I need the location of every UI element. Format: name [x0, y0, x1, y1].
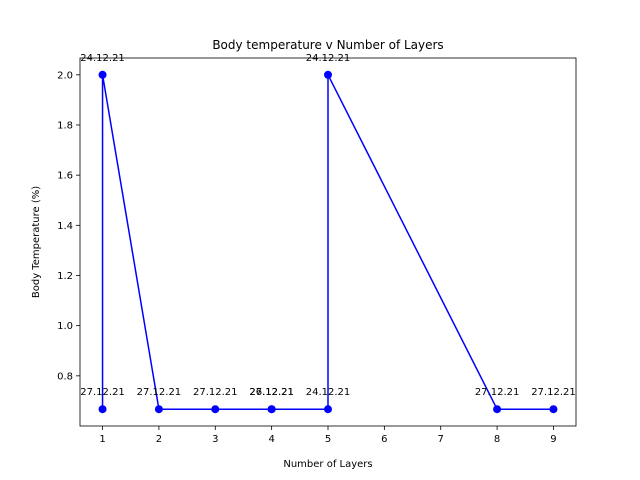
y-tick-label: 2.0 — [57, 70, 73, 81]
data-point — [549, 405, 558, 414]
data-point — [267, 405, 276, 414]
plot-frame — [79, 57, 577, 427]
data-point — [211, 405, 220, 414]
data-label: 27.12.21 — [80, 387, 125, 398]
data-label: 26.12.21 — [249, 387, 294, 398]
data-point — [154, 405, 163, 414]
data-label: 27.12.21 — [531, 387, 576, 398]
x-tick-label: 2 — [156, 434, 162, 445]
data-label: 27.12.21 — [475, 387, 520, 398]
x-tick-label: 1 — [99, 434, 105, 445]
x-axis-label: Number of Layers — [283, 459, 372, 470]
y-tick-label: 1.8 — [57, 120, 73, 131]
data-point — [324, 70, 332, 79]
chart-title: Body temperature v Number of Layers — [212, 38, 443, 52]
data-label: 27.12.21 — [137, 387, 182, 398]
x-tick-label: 4 — [268, 434, 274, 445]
data-point — [324, 405, 332, 414]
x-tick-label: 5 — [325, 434, 331, 445]
y-axis-label: Body Temperature (%) — [31, 186, 42, 298]
y-tick-label: 1.4 — [57, 221, 73, 232]
data-point — [98, 70, 107, 79]
data-label: 27.12.21 — [249, 387, 294, 398]
y-tick-label: 1.0 — [57, 321, 73, 332]
x-tick-label: 8 — [494, 434, 500, 445]
data-label: 27.12.21 — [193, 387, 238, 398]
data-label: 24.12.21 — [306, 387, 351, 398]
y-tick-label: 1.6 — [57, 171, 73, 182]
data-point — [493, 405, 502, 414]
data-point — [98, 405, 107, 414]
x-tick-label: 6 — [381, 434, 387, 445]
x-tick-label: 7 — [438, 434, 444, 445]
x-tick-label: 3 — [212, 434, 218, 445]
y-tick-label: 0.8 — [57, 371, 73, 382]
x-tick-label: 9 — [550, 434, 556, 445]
y-tick-label: 1.2 — [57, 271, 73, 282]
